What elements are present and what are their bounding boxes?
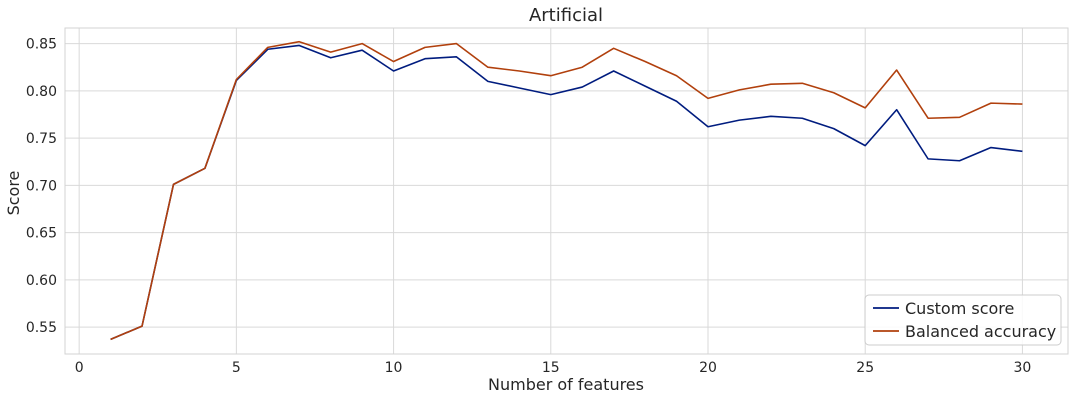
y-tick-label: 0.65 bbox=[26, 226, 57, 242]
x-tick-label: 10 bbox=[385, 360, 403, 376]
y-tick-label: 0.75 bbox=[26, 131, 57, 147]
y-axis-label: Score bbox=[4, 171, 23, 216]
y-tick-label: 0.55 bbox=[26, 320, 57, 336]
x-tick-label: 20 bbox=[699, 360, 717, 376]
legend-label: Balanced accuracy bbox=[905, 322, 1056, 341]
y-tick-label: 0.80 bbox=[26, 84, 57, 100]
x-tick-label: 25 bbox=[856, 360, 874, 376]
legend: Custom score Balanced accuracy bbox=[864, 294, 1062, 346]
y-tick-label: 0.70 bbox=[26, 178, 57, 194]
plot-frame bbox=[64, 27, 1069, 355]
legend-label: Custom score bbox=[905, 299, 1014, 318]
series-layer bbox=[110, 40, 1023, 341]
chart-title: Artificial bbox=[529, 5, 603, 26]
x-tick-label: 0 bbox=[75, 360, 84, 376]
tick-labels: 0 5 10 15 20 25 30 0.55 0.60 0.65 0.70 0.75 0.80 0.85 bbox=[26, 37, 1031, 376]
y-tick-label: 0.85 bbox=[26, 37, 57, 53]
series-line-1 bbox=[110, 44, 1023, 341]
y-tick-label: 0.60 bbox=[26, 273, 57, 289]
x-axis-label: Number of features bbox=[488, 375, 644, 394]
legend-box bbox=[864, 294, 1062, 346]
x-tick-label: 30 bbox=[1013, 360, 1031, 376]
x-tick-label: 15 bbox=[542, 360, 560, 376]
x-tick-label: 5 bbox=[232, 360, 241, 376]
series-line-2 bbox=[110, 40, 1023, 341]
